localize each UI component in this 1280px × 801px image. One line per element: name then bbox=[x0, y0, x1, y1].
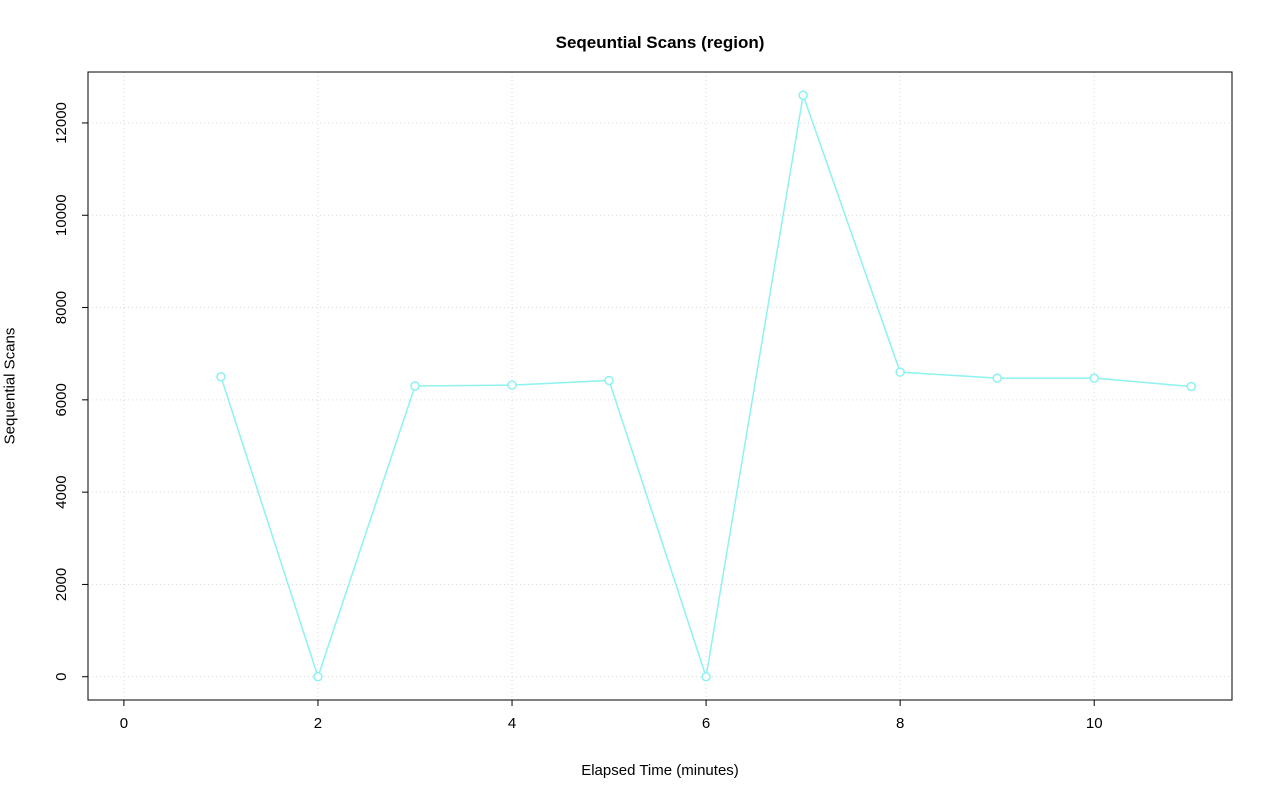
plot-border bbox=[87, 71, 1233, 701]
x-tick-label: 2 bbox=[314, 715, 322, 732]
x-axis-title: Elapsed Time (minutes) bbox=[581, 762, 739, 779]
x-tick-label: 0 bbox=[120, 715, 128, 732]
y-tick-label: 10000 bbox=[53, 194, 70, 236]
data-point bbox=[410, 381, 420, 391]
y-tick-label: 12000 bbox=[53, 102, 70, 144]
data-point bbox=[507, 380, 517, 390]
data-point bbox=[604, 375, 614, 386]
data-point bbox=[1089, 373, 1099, 383]
data-point bbox=[1186, 381, 1196, 392]
chart-title: Seqeuntial Scans (region) bbox=[555, 33, 765, 52]
data-point bbox=[313, 671, 323, 682]
y-axis-title: Sequential Scans bbox=[1, 327, 19, 445]
data-point bbox=[701, 671, 711, 682]
y-tick-label: 4000 bbox=[53, 475, 70, 508]
y-tick-label: 6000 bbox=[53, 383, 70, 416]
data-point bbox=[216, 372, 226, 382]
data-point bbox=[992, 373, 1002, 383]
x-tick-label: 8 bbox=[896, 715, 904, 732]
y-tick-label: 8000 bbox=[53, 291, 70, 324]
data-point bbox=[798, 90, 808, 101]
data-point bbox=[895, 367, 905, 377]
x-tick-label: 6 bbox=[702, 715, 710, 732]
data-line bbox=[220, 95, 1192, 680]
x-tick-label: 4 bbox=[508, 715, 516, 732]
y-tick-label: 0 bbox=[53, 673, 70, 681]
y-tick-label: 2000 bbox=[53, 568, 70, 601]
x-tick-label: 10 bbox=[1086, 715, 1103, 732]
